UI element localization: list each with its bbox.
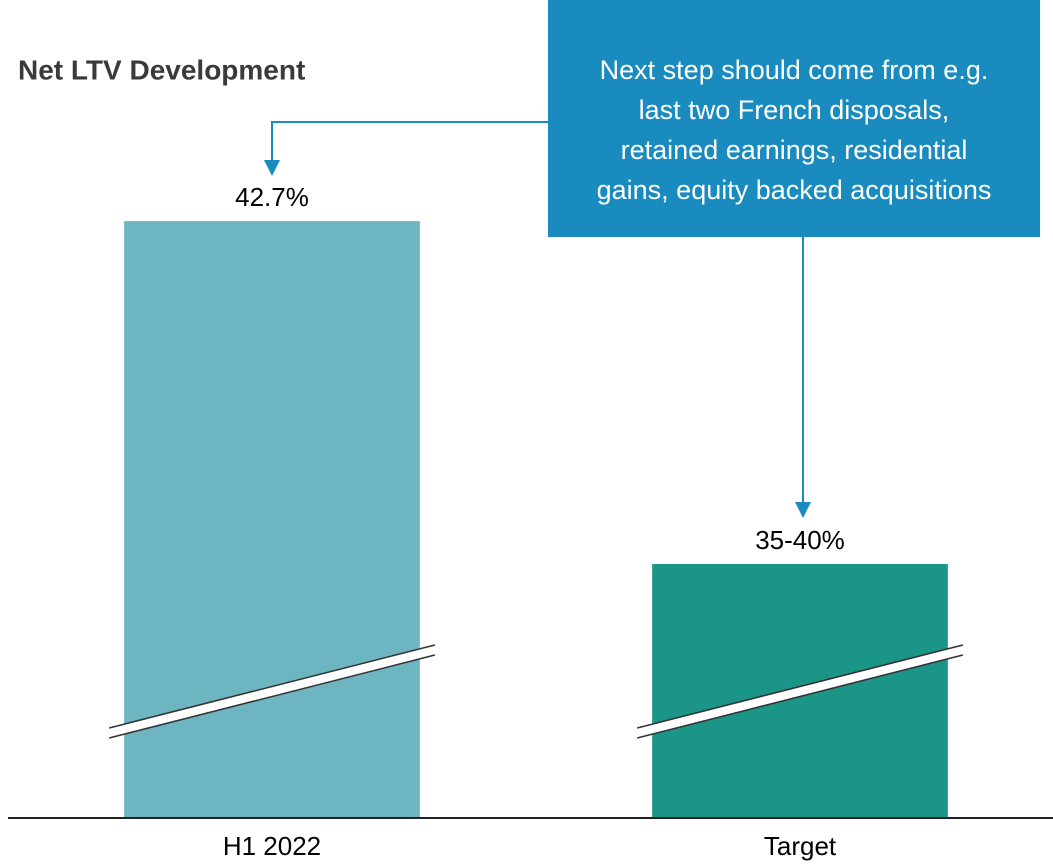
data-label: 35-40% xyxy=(755,525,845,555)
callout-line: retained earnings, residential xyxy=(621,135,968,165)
break-band xyxy=(637,645,963,738)
break-edge xyxy=(636,654,964,739)
arrow-head xyxy=(264,160,280,176)
break-edge xyxy=(636,644,964,729)
break-band xyxy=(109,645,435,738)
bars: 42.7% 35-40% xyxy=(124,182,948,819)
callout-line: Next step should come from e.g. xyxy=(600,55,989,85)
axis-breaks xyxy=(108,644,964,739)
callout-box xyxy=(548,0,1040,237)
break-edge xyxy=(108,644,436,729)
bar xyxy=(124,221,420,819)
callout-line: gains, equity backed acquisitions xyxy=(597,175,992,205)
callout-text: Next step should come from e.g. last two … xyxy=(597,55,992,205)
break-edge xyxy=(108,654,436,739)
x-tick-label: Target xyxy=(764,831,837,861)
callout-arrow xyxy=(271,121,548,162)
arrow-head xyxy=(795,502,811,518)
chart-title: Net LTV Development xyxy=(18,54,305,85)
data-label: 42.7% xyxy=(235,182,309,212)
x-tick-label: H1 2022 xyxy=(223,831,321,861)
callout-line: last two French disposals, xyxy=(639,95,950,125)
